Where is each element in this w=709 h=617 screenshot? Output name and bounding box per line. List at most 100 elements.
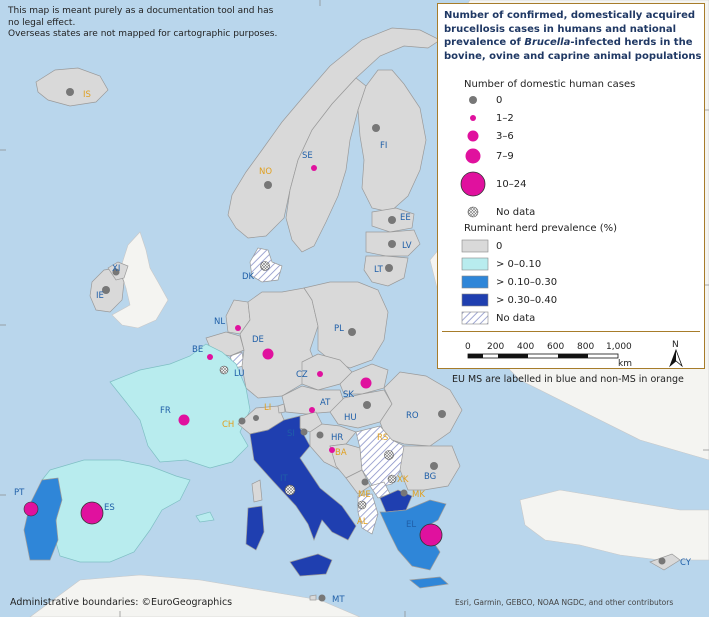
symbol-SE <box>311 165 317 171</box>
symbol-NL <box>235 325 241 331</box>
prevalence-heading: Ruminant herd prevalence (%) <box>464 223 618 234</box>
label-HU: HU <box>344 413 357 423</box>
symbol-BG <box>430 462 438 470</box>
label-EL: EL <box>406 520 416 530</box>
country-FI <box>357 69 427 213</box>
symbol-HU <box>363 401 371 409</box>
country-IT <box>249 415 357 541</box>
label-DE: DE <box>252 335 264 345</box>
label-FR: FR <box>160 406 171 416</box>
label-LU: LU <box>234 369 245 379</box>
label-PL: PL <box>334 324 344 334</box>
symbol-PT <box>23 501 39 517</box>
scale-tick-400: 400 <box>517 342 534 352</box>
swatch-no-data <box>461 311 489 325</box>
symbol-HR <box>316 431 324 439</box>
swatch-0-0.10 <box>461 257 489 271</box>
ms-label-note: EU MS are labelled in blue and non-MS in… <box>452 374 684 385</box>
prev-label-4: No data <box>496 313 536 324</box>
label-HR: HR <box>331 433 343 443</box>
symbol-CY <box>658 557 666 565</box>
label-XK: XK <box>397 475 409 485</box>
country-IS <box>35 67 109 107</box>
prevalence-swatches <box>461 239 489 325</box>
swatch-0 <box>461 239 489 253</box>
case-label-5: No data <box>496 207 536 218</box>
case-label-3: 7–9 <box>496 151 514 162</box>
legend-symbol-7-9 <box>465 148 481 164</box>
label-PT: PT <box>14 488 25 498</box>
symbol-LI <box>253 415 259 421</box>
label-AL: AL <box>357 517 368 527</box>
prev-label-3: > 0.30–0.40 <box>496 295 558 306</box>
swatch-0.30-0.40 <box>461 293 489 307</box>
label-CZ: CZ <box>296 370 308 380</box>
symbol-SI <box>300 428 308 436</box>
label-LV: LV <box>402 241 412 251</box>
label-MT: MT <box>332 595 345 605</box>
scale-tick-200: 200 <box>487 342 504 352</box>
disclaimer-line-3: Overseas states are not mapped for carto… <box>8 29 278 39</box>
label-AT: AT <box>320 398 331 408</box>
label-LI: LI <box>264 403 271 413</box>
label-XI: XI <box>112 264 120 274</box>
symbol-AL <box>357 500 367 510</box>
symbol-ME <box>361 478 369 486</box>
symbol-MT <box>318 594 326 602</box>
legend-symbol-1-2 <box>470 115 476 121</box>
symbol-LT <box>385 264 393 272</box>
symbol-AT <box>309 407 315 413</box>
attribution-basemap: Esri, Garmin, GEBCO, NOAA NGDC, and othe… <box>455 598 674 607</box>
case-label-4: 10–24 <box>496 179 527 190</box>
symbol-RS <box>384 450 394 460</box>
label-IE: IE <box>96 291 104 301</box>
label-DK: DK <box>242 272 255 282</box>
prev-label-2: > 0.10–0.30 <box>496 277 558 288</box>
label-EE: EE <box>400 213 411 223</box>
symbol-EL <box>419 523 443 547</box>
scale-unit: km <box>618 359 632 368</box>
swatch-0.10-0.30 <box>461 275 489 289</box>
label-IS: IS <box>83 90 91 100</box>
cases-symbols-legend <box>460 96 486 218</box>
legend-title: Number of confirmed, domestically acquir… <box>444 10 702 62</box>
corsica <box>251 479 263 503</box>
country-PL <box>303 281 389 369</box>
country-FR <box>109 343 251 469</box>
disclaimer-line-2: no legal effect. <box>8 17 76 28</box>
scale-tick-0: 0 <box>465 342 471 352</box>
prev-label-1: > 0–0.10 <box>496 259 542 270</box>
legend-divider <box>442 331 700 332</box>
symbol-SK <box>360 377 372 389</box>
label-RS: RS <box>377 433 388 443</box>
case-label-0: 0 <box>496 95 503 106</box>
cases-heading: Number of domestic human cases <box>464 79 636 90</box>
symbol-RO <box>438 410 446 418</box>
label-MK: MK <box>412 490 425 500</box>
country-shapes <box>23 27 681 601</box>
symbol-XK <box>387 474 397 484</box>
legend-symbol-10-24 <box>460 171 486 197</box>
country-BG <box>399 445 461 491</box>
country-IT-sicily <box>289 553 333 577</box>
symbol-DK <box>260 261 270 271</box>
symbol-IE <box>102 286 110 294</box>
symbol-FR <box>178 414 190 426</box>
north-letter: N <box>672 340 679 350</box>
label-ME: ME <box>358 490 371 500</box>
symbol-IS <box>66 88 74 96</box>
symbol-EE <box>388 216 396 224</box>
symbol-XI <box>112 268 120 276</box>
label-ES: ES <box>104 503 115 513</box>
prev-label-0: 0 <box>496 241 503 252</box>
legend: Number of confirmed, domestically acquir… <box>437 3 705 369</box>
scale-tick-600: 600 <box>547 342 564 352</box>
label-NO: NO <box>259 167 272 177</box>
scale-tick-1000: 1,000 <box>606 342 632 352</box>
label-CY: CY <box>680 558 692 568</box>
country-LI <box>277 403 286 414</box>
scale-tick-800: 800 <box>577 342 594 352</box>
disclaimer: This map is meant purely as a documentat… <box>8 6 308 41</box>
country-LT <box>363 255 409 287</box>
country-EL-crete <box>409 576 449 589</box>
